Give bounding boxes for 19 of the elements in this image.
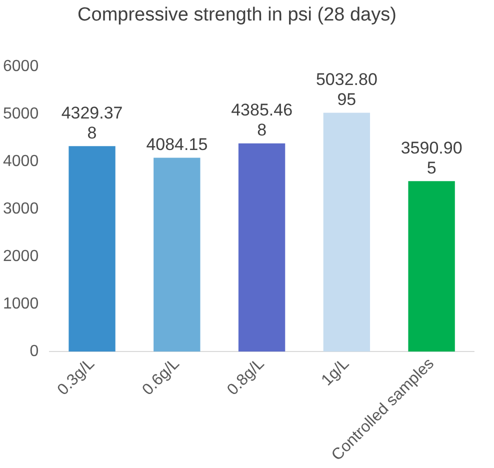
chart-title: Compressive strength in psi (28 days) bbox=[78, 4, 396, 26]
data-label: 5032.80 95 bbox=[316, 70, 378, 109]
data-label: 4329.37 8 bbox=[61, 103, 123, 142]
y-tick-label: 2000 bbox=[3, 248, 39, 266]
y-tick-label: 6000 bbox=[3, 58, 39, 76]
bar bbox=[68, 146, 116, 352]
x-tick-label: 1g/L bbox=[318, 355, 353, 390]
y-tick-label: 3000 bbox=[3, 200, 39, 218]
y-tick-label: 4000 bbox=[3, 153, 39, 170]
y-tick-label: 5000 bbox=[3, 106, 39, 123]
data-label: 4084.15 bbox=[146, 134, 208, 154]
y-tick-label: 1000 bbox=[3, 296, 39, 313]
bar bbox=[154, 158, 200, 352]
data-label: 3590.90 5 bbox=[400, 138, 462, 178]
bar bbox=[323, 112, 370, 352]
data-label: 4385.46 8 bbox=[231, 100, 293, 140]
y-tick-label: 0 bbox=[30, 342, 39, 360]
bar bbox=[408, 181, 455, 352]
bar bbox=[238, 143, 286, 352]
